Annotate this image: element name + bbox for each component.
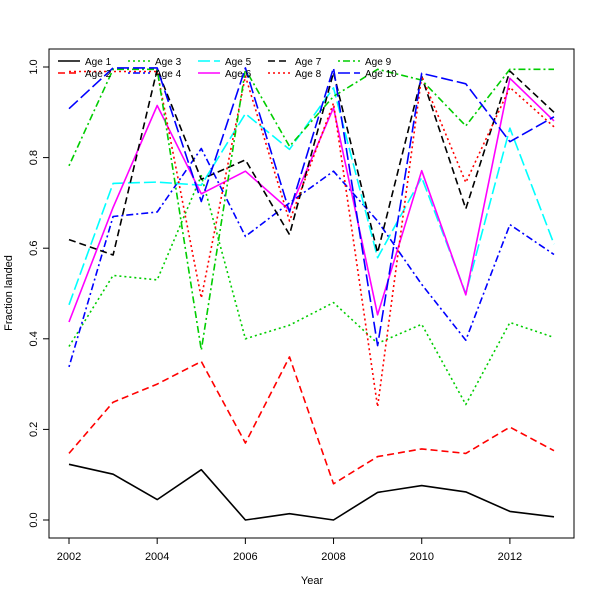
x-tick-label: 2002 (57, 551, 81, 563)
series-line-age-8 (69, 70, 555, 408)
legend-label: Age 8 (295, 69, 322, 80)
x-tick-label: 2006 (233, 551, 257, 563)
x-tick-label: 2010 (409, 551, 433, 563)
legend-label: Age 2 (85, 69, 112, 80)
y-tick-label: 0.6 (28, 241, 40, 256)
y-tick-label: 1.0 (28, 59, 40, 74)
legend-label: Age 6 (225, 69, 252, 80)
legend-label: Age 7 (295, 57, 322, 68)
y-tick-label: 0.0 (28, 512, 40, 527)
series-line-age-10 (68, 67, 555, 347)
y-tick-label: 0.8 (28, 150, 40, 165)
series-line-age-5 (68, 87, 555, 306)
series-line-age-2 (68, 356, 555, 485)
series-layer (68, 67, 555, 521)
series-line-age-7 (68, 68, 555, 256)
y-tick-label: 0.2 (28, 422, 40, 437)
axes: 2002 2004 2006 2008 2010 2012 0.0 0.2 0.4 0.6 0.8 1… (28, 59, 522, 563)
legend-label: Age 4 (155, 69, 182, 80)
legend-label: Age 3 (155, 57, 182, 68)
y-axis-label: Fraction landed (3, 255, 15, 331)
series-line-age-3 (68, 174, 555, 406)
legend-label: Age 9 (365, 57, 392, 68)
legend-label: Age 5 (225, 57, 252, 68)
series-line-age-1 (68, 463, 555, 521)
y-tick-label: 0.4 (28, 331, 40, 346)
series-line-age-4 (68, 147, 555, 368)
series-line-age-9 (68, 68, 554, 351)
x-axis-label: Year (301, 575, 324, 587)
legend-label: Age 1 (85, 57, 112, 68)
legend-label: Age 10 (365, 69, 397, 80)
x-tick-label: 2004 (145, 551, 169, 563)
x-tick-label: 2008 (321, 551, 345, 563)
x-tick-label: 2012 (498, 551, 522, 563)
series-line-age-6 (68, 77, 555, 323)
plot-frame (48, 48, 575, 539)
